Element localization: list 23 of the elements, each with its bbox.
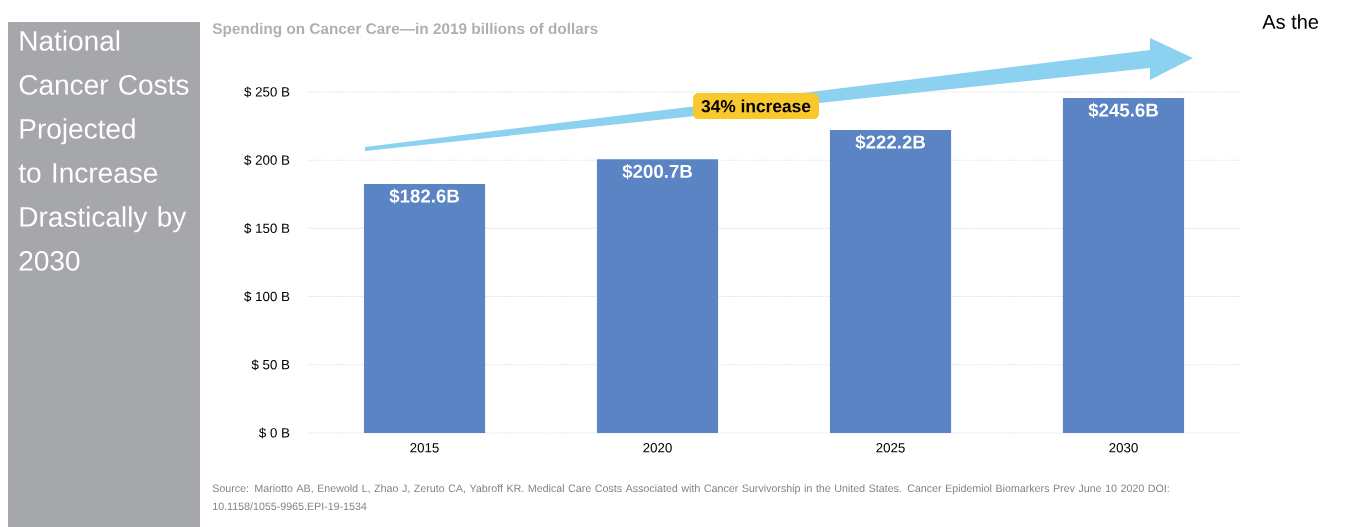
data-label: $200.7B <box>622 163 692 180</box>
bar <box>829 129 952 433</box>
data-label: $182.6B <box>389 188 459 204</box>
bar <box>363 183 486 433</box>
text: As the <box>1262 14 1319 29</box>
bar <box>596 159 719 433</box>
x-tick-label: 2015 <box>410 443 439 453</box>
y-tick-label: $ 150 B <box>244 222 290 234</box>
data-label: $222.2B <box>855 134 925 150</box>
data-label: $245.6B <box>1088 102 1158 118</box>
y-tick-label: $ 50 B <box>251 359 290 371</box>
source-note: Source: Mariotto AB, Enewold L, Zhao J, Zeruto CA, Yabroff KR. Medical Care Costs Associated with Cancer Survivorship in the United States. Cancer Epidemiol Biomarkers Prev June 10 2020 DOI: 10.1158/1055-9965.EPI-19-1534 <box>212 484 1169 511</box>
y-tick-label: $ 0 B <box>258 427 290 439</box>
y-tick-label: $ 250 B <box>244 86 290 98</box>
x-tick-label: 2020 <box>643 443 672 453</box>
bar <box>1062 97 1185 433</box>
annotation: 34% increase <box>701 99 811 113</box>
chart-subtitle: Spending on Cancer Care—in 2019 billions of dollars <box>212 22 598 38</box>
x-tick-label: 2030 <box>1109 443 1138 453</box>
x-tick-label: 2025 <box>876 443 905 453</box>
y-tick-label: $ 100 B <box>244 291 290 302</box>
text: National Cancer Costs Projected to Increase Drastically by 2030 <box>18 30 189 271</box>
y-tick-label: $ 200 B <box>244 154 290 166</box>
